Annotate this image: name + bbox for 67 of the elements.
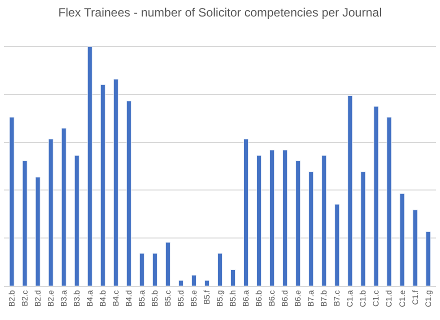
- x-tick-label: C1.f: [410, 289, 420, 305]
- bar: [296, 160, 301, 286]
- x-tick-label: B3.b: [72, 290, 82, 307]
- x-tick-label: B5.a: [138, 290, 147, 307]
- x-tick-label: C1.g: [424, 290, 433, 308]
- bar: [244, 138, 249, 286]
- x-tick-label: B5.g: [216, 290, 225, 307]
- bar: [113, 78, 118, 286]
- bar: [9, 116, 14, 286]
- x-tick-label: B2.c: [20, 290, 30, 306]
- bar: [178, 280, 184, 286]
- bar: [126, 100, 132, 286]
- bar: [426, 231, 431, 286]
- x-tick-label: C1.c: [372, 290, 381, 307]
- x-tick-label: B4.b: [98, 290, 108, 307]
- chart-title: Flex Trainees - number of Solicitor competencies per Journal: [58, 5, 382, 20]
- bar: [191, 274, 196, 286]
- bar: [217, 253, 223, 286]
- x-tick-label: B6.b: [254, 290, 264, 307]
- bar: [230, 269, 236, 286]
- x-tick-label: B5.f: [202, 289, 212, 304]
- bar: [22, 160, 28, 286]
- bar: [400, 193, 405, 286]
- bar: [270, 150, 275, 286]
- bar: [360, 172, 366, 286]
- x-tick-label: B2.d: [33, 290, 42, 307]
- bar: [165, 242, 170, 286]
- x-tick-label: C1.d: [384, 290, 394, 308]
- bar: [412, 210, 418, 286]
- bar: [256, 155, 262, 286]
- x-tick-label: B4.a: [85, 290, 94, 307]
- x-tick-label: C1.a: [346, 290, 355, 308]
- bar: [308, 172, 314, 286]
- x-tick-label: B7.c: [332, 290, 342, 306]
- x-tick-label: B5.c: [164, 290, 173, 306]
- x-tick-label: B6.c: [268, 290, 277, 306]
- x-tick-label: B5.d: [176, 290, 186, 307]
- bar: [334, 204, 340, 286]
- bar: [74, 155, 80, 286]
- x-tick-label: B7.b: [320, 290, 329, 307]
- bar: [48, 138, 54, 286]
- x-tick-label: B6.a: [242, 290, 251, 307]
- bar: [282, 150, 288, 286]
- bar: [386, 116, 392, 286]
- x-tick-label: B2.e: [46, 290, 56, 307]
- bar: [100, 84, 106, 286]
- bar: [204, 280, 210, 286]
- x-tick-label: B4.d: [124, 290, 134, 307]
- bar: [322, 155, 327, 286]
- bar: [61, 128, 66, 286]
- bar: [152, 253, 158, 286]
- bar: [87, 46, 92, 286]
- x-tick-label: B7.a: [306, 290, 316, 307]
- x-tick-label: B3.a: [59, 290, 68, 307]
- x-tick-label: B4.c: [112, 290, 120, 306]
- x-tick-label: B6.d: [280, 290, 290, 307]
- x-tick-label: B5.h: [228, 290, 238, 307]
- x-tick-label: B5.b: [150, 290, 160, 307]
- x-tick-label: C1.b: [358, 290, 368, 308]
- bar: [374, 106, 379, 286]
- bar: [139, 253, 144, 286]
- bar: [35, 176, 40, 286]
- x-tick-label: C1.e: [398, 290, 407, 308]
- x-tick-label: B2.b: [7, 290, 16, 307]
- bar: [348, 95, 353, 286]
- x-tick-label: B5.e: [190, 290, 199, 307]
- x-tick-label: B6.e: [294, 290, 303, 307]
